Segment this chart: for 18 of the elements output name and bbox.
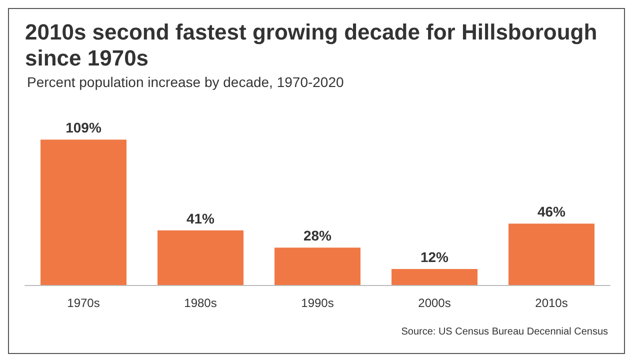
- x-tick-label: 1980s: [184, 296, 217, 310]
- bar: [392, 269, 478, 285]
- data-label: 41%: [186, 210, 216, 226]
- bar: [508, 224, 594, 285]
- x-tick-label: 2010s: [535, 296, 568, 310]
- chart-subtitle: Percent population increase by decade, 1970-2020: [27, 74, 344, 90]
- x-tick-label: 2000s: [418, 296, 451, 310]
- x-tick-label: 1970s: [67, 296, 100, 310]
- bar: [274, 248, 360, 285]
- data-label: 28%: [303, 228, 332, 244]
- bar: [40, 140, 126, 285]
- chart-title: 2010s second fastest growing decade for Hillsborough since 1970s: [25, 20, 604, 70]
- data-label: 46%: [537, 204, 566, 220]
- data-label: 12%: [420, 249, 450, 265]
- bar: [158, 230, 244, 285]
- data-label: 109%: [66, 120, 102, 136]
- x-tick-label: 1990s: [301, 296, 334, 310]
- source-note: Source: US Census Bureau Decennial Census: [401, 326, 608, 338]
